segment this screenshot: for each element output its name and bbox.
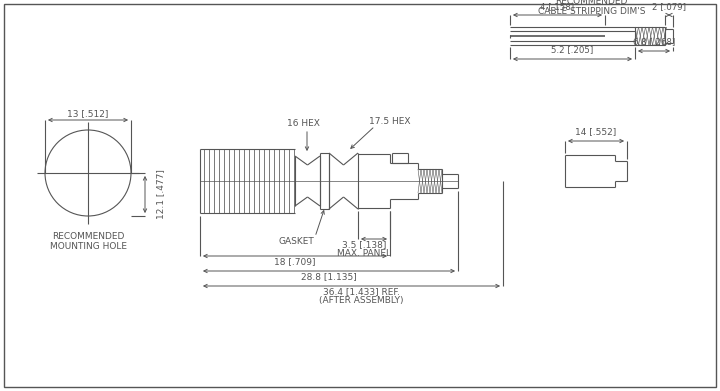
Text: (AFTER ASSEMBLY): (AFTER ASSEMBLY) — [319, 296, 404, 305]
Text: 16 HEX: 16 HEX — [287, 120, 320, 129]
Text: 36.4 [1.433] REF.: 36.4 [1.433] REF. — [323, 287, 400, 296]
Text: 6.8 [.268]: 6.8 [.268] — [633, 37, 675, 46]
Text: 2 [.079]: 2 [.079] — [652, 2, 686, 11]
Text: 4 [.158]: 4 [.158] — [541, 2, 575, 11]
Text: 14 [.552]: 14 [.552] — [575, 127, 616, 136]
Text: 3.5 [.138]: 3.5 [.138] — [342, 240, 386, 249]
Text: 18 [.709]: 18 [.709] — [274, 258, 316, 267]
Text: 28.8 [1.135]: 28.8 [1.135] — [301, 273, 357, 282]
Text: 5.2 [.205]: 5.2 [.205] — [552, 45, 593, 54]
Text: RECOMMENDED
MOUNTING HOLE: RECOMMENDED MOUNTING HOLE — [50, 232, 127, 251]
Text: MAX. PANEL: MAX. PANEL — [337, 249, 391, 258]
Text: GASKET: GASKET — [278, 237, 314, 246]
Text: 17.5 HEX: 17.5 HEX — [369, 117, 410, 126]
Text: RECOMMENDED
CABLE STRIPPING DIM'S: RECOMMENDED CABLE STRIPPING DIM'S — [538, 0, 645, 16]
Text: 12.1 [.477]: 12.1 [.477] — [156, 170, 166, 219]
Text: 13 [.512]: 13 [.512] — [67, 109, 109, 118]
